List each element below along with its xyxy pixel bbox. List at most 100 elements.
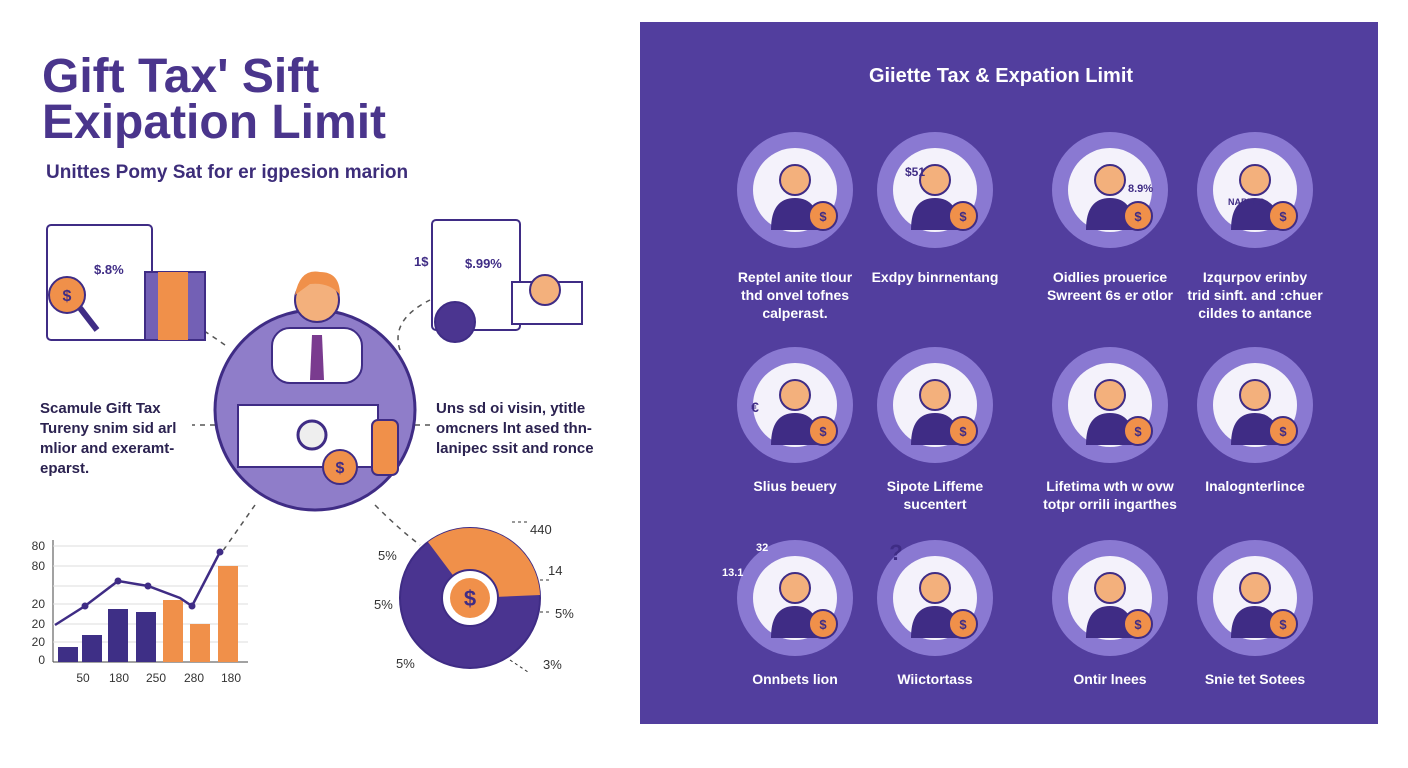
magnifier-handle bbox=[77, 306, 100, 332]
pie-label: 5% bbox=[396, 656, 415, 671]
left-note-line: Tureny snim sid arl bbox=[40, 420, 176, 437]
y-tick-label: 0 bbox=[38, 653, 45, 667]
panel-caption: Reptel anite tlour bbox=[738, 269, 853, 285]
icon-coin bbox=[948, 201, 978, 231]
icon-figure bbox=[1231, 413, 1279, 445]
icon-head bbox=[919, 572, 951, 604]
icon-figure bbox=[911, 198, 959, 230]
icon-figure bbox=[1086, 198, 1134, 230]
coin-symbol: $ bbox=[959, 209, 967, 224]
panel-caption: sucentert bbox=[903, 496, 966, 512]
coin bbox=[322, 449, 358, 485]
illustration-label: NAPLES bbox=[1228, 197, 1265, 207]
left-note-line: eparst. bbox=[40, 460, 89, 477]
bar bbox=[163, 600, 183, 662]
icon-coin bbox=[948, 609, 978, 639]
coin-stack bbox=[371, 419, 399, 476]
icon-coin bbox=[1268, 609, 1298, 639]
icon-head bbox=[779, 164, 811, 196]
bar bbox=[58, 647, 78, 662]
illustration-label: 8.9% bbox=[1128, 183, 1153, 195]
connector bbox=[397, 299, 431, 351]
illustration-label: $51 bbox=[905, 165, 925, 179]
icon-head bbox=[1239, 379, 1271, 411]
left-note-line: Scamule Gift Tax bbox=[40, 400, 161, 417]
y-tick-label: 80 bbox=[32, 559, 46, 573]
illustration-label: 13.1 bbox=[722, 567, 743, 579]
bar bbox=[190, 624, 210, 662]
panel-caption: calperast. bbox=[762, 305, 827, 321]
y-tick-label: 20 bbox=[32, 617, 46, 631]
connector bbox=[219, 504, 256, 556]
tie bbox=[310, 335, 324, 380]
icon-coin bbox=[1123, 609, 1153, 639]
right-note-line: Uns sd oi visin, ytitle bbox=[436, 400, 585, 417]
illustration-label: $.8% bbox=[94, 262, 124, 277]
cert-head bbox=[529, 274, 561, 306]
coin-symbol: $ bbox=[1279, 424, 1287, 439]
icon-figure bbox=[1086, 413, 1134, 445]
title-line: Exipation Limit bbox=[42, 96, 386, 149]
icon-coin bbox=[808, 416, 838, 446]
x-tick-label: 180 bbox=[221, 671, 241, 685]
hair bbox=[295, 271, 340, 295]
icon-figure bbox=[771, 198, 819, 230]
icon-coin bbox=[1268, 201, 1298, 231]
trend-dot bbox=[81, 602, 89, 610]
coin-symbol: $ bbox=[1134, 424, 1142, 439]
left-note-line: mlior and exeramt- bbox=[40, 440, 174, 457]
connector bbox=[374, 504, 421, 546]
pie-label: 3% bbox=[543, 657, 562, 672]
coin-symbol: $ bbox=[464, 586, 476, 611]
icon-head bbox=[1239, 164, 1271, 196]
bar bbox=[82, 635, 102, 662]
icon-figure bbox=[771, 606, 819, 638]
coin-symbol: $ bbox=[959, 617, 967, 632]
icon-head bbox=[1094, 164, 1126, 196]
icon-head bbox=[1094, 572, 1126, 604]
icon-figure bbox=[1231, 198, 1279, 230]
panel-caption: Oidlies prouerice bbox=[1053, 269, 1168, 285]
bar bbox=[218, 566, 238, 662]
icon-coin bbox=[1123, 201, 1153, 231]
panel-caption: Inalognterlince bbox=[1205, 478, 1305, 494]
panel-title: Giiette Tax & Expation Limit bbox=[869, 65, 1133, 87]
icon-head bbox=[1239, 572, 1271, 604]
coin-symbol: $ bbox=[1134, 617, 1142, 632]
y-tick-label: 20 bbox=[32, 635, 46, 649]
icon-head bbox=[919, 379, 951, 411]
x-tick-label: 180 bbox=[109, 671, 129, 685]
panel-caption: trid sinft. and :chuer bbox=[1187, 287, 1323, 303]
icon-figure bbox=[771, 413, 819, 445]
pie-coin bbox=[450, 578, 490, 618]
icon-coin bbox=[808, 609, 838, 639]
icon-coin bbox=[948, 416, 978, 446]
pie-label: 440 bbox=[530, 522, 552, 537]
panel-caption: Ontir lnees bbox=[1073, 671, 1146, 687]
coin-symbol: $ bbox=[1279, 209, 1287, 224]
right-note-line: lanipec ssit and ronce bbox=[436, 440, 594, 457]
illustration-label: € bbox=[751, 399, 759, 415]
icon-head bbox=[1094, 379, 1126, 411]
panel-caption: thd onvel tofnes bbox=[741, 287, 849, 303]
panel-caption: Lifetima wth w ovw bbox=[1046, 478, 1174, 494]
cash-seal bbox=[296, 419, 328, 451]
coin-symbol: $ bbox=[1279, 617, 1287, 632]
pie-label: 5% bbox=[378, 548, 397, 563]
x-tick-label: 280 bbox=[184, 671, 204, 685]
panel-caption: Snie tet Sotees bbox=[1205, 671, 1306, 687]
bar bbox=[108, 609, 128, 662]
coin-symbol: $ bbox=[1134, 209, 1142, 224]
pie-label: 5% bbox=[555, 606, 574, 621]
icon-head bbox=[779, 572, 811, 604]
icon-coin bbox=[1123, 416, 1153, 446]
panel-caption: totpr orrili ingarthes bbox=[1043, 496, 1177, 512]
trend-dot bbox=[144, 582, 152, 590]
x-tick-label: 250 bbox=[146, 671, 166, 685]
book-page bbox=[158, 272, 188, 340]
panel-caption: Sipote Liffeme bbox=[887, 478, 984, 494]
panel-caption: Swreent 6s er otlor bbox=[1047, 287, 1174, 303]
pie-leader bbox=[509, 659, 529, 673]
icon-coin bbox=[808, 201, 838, 231]
